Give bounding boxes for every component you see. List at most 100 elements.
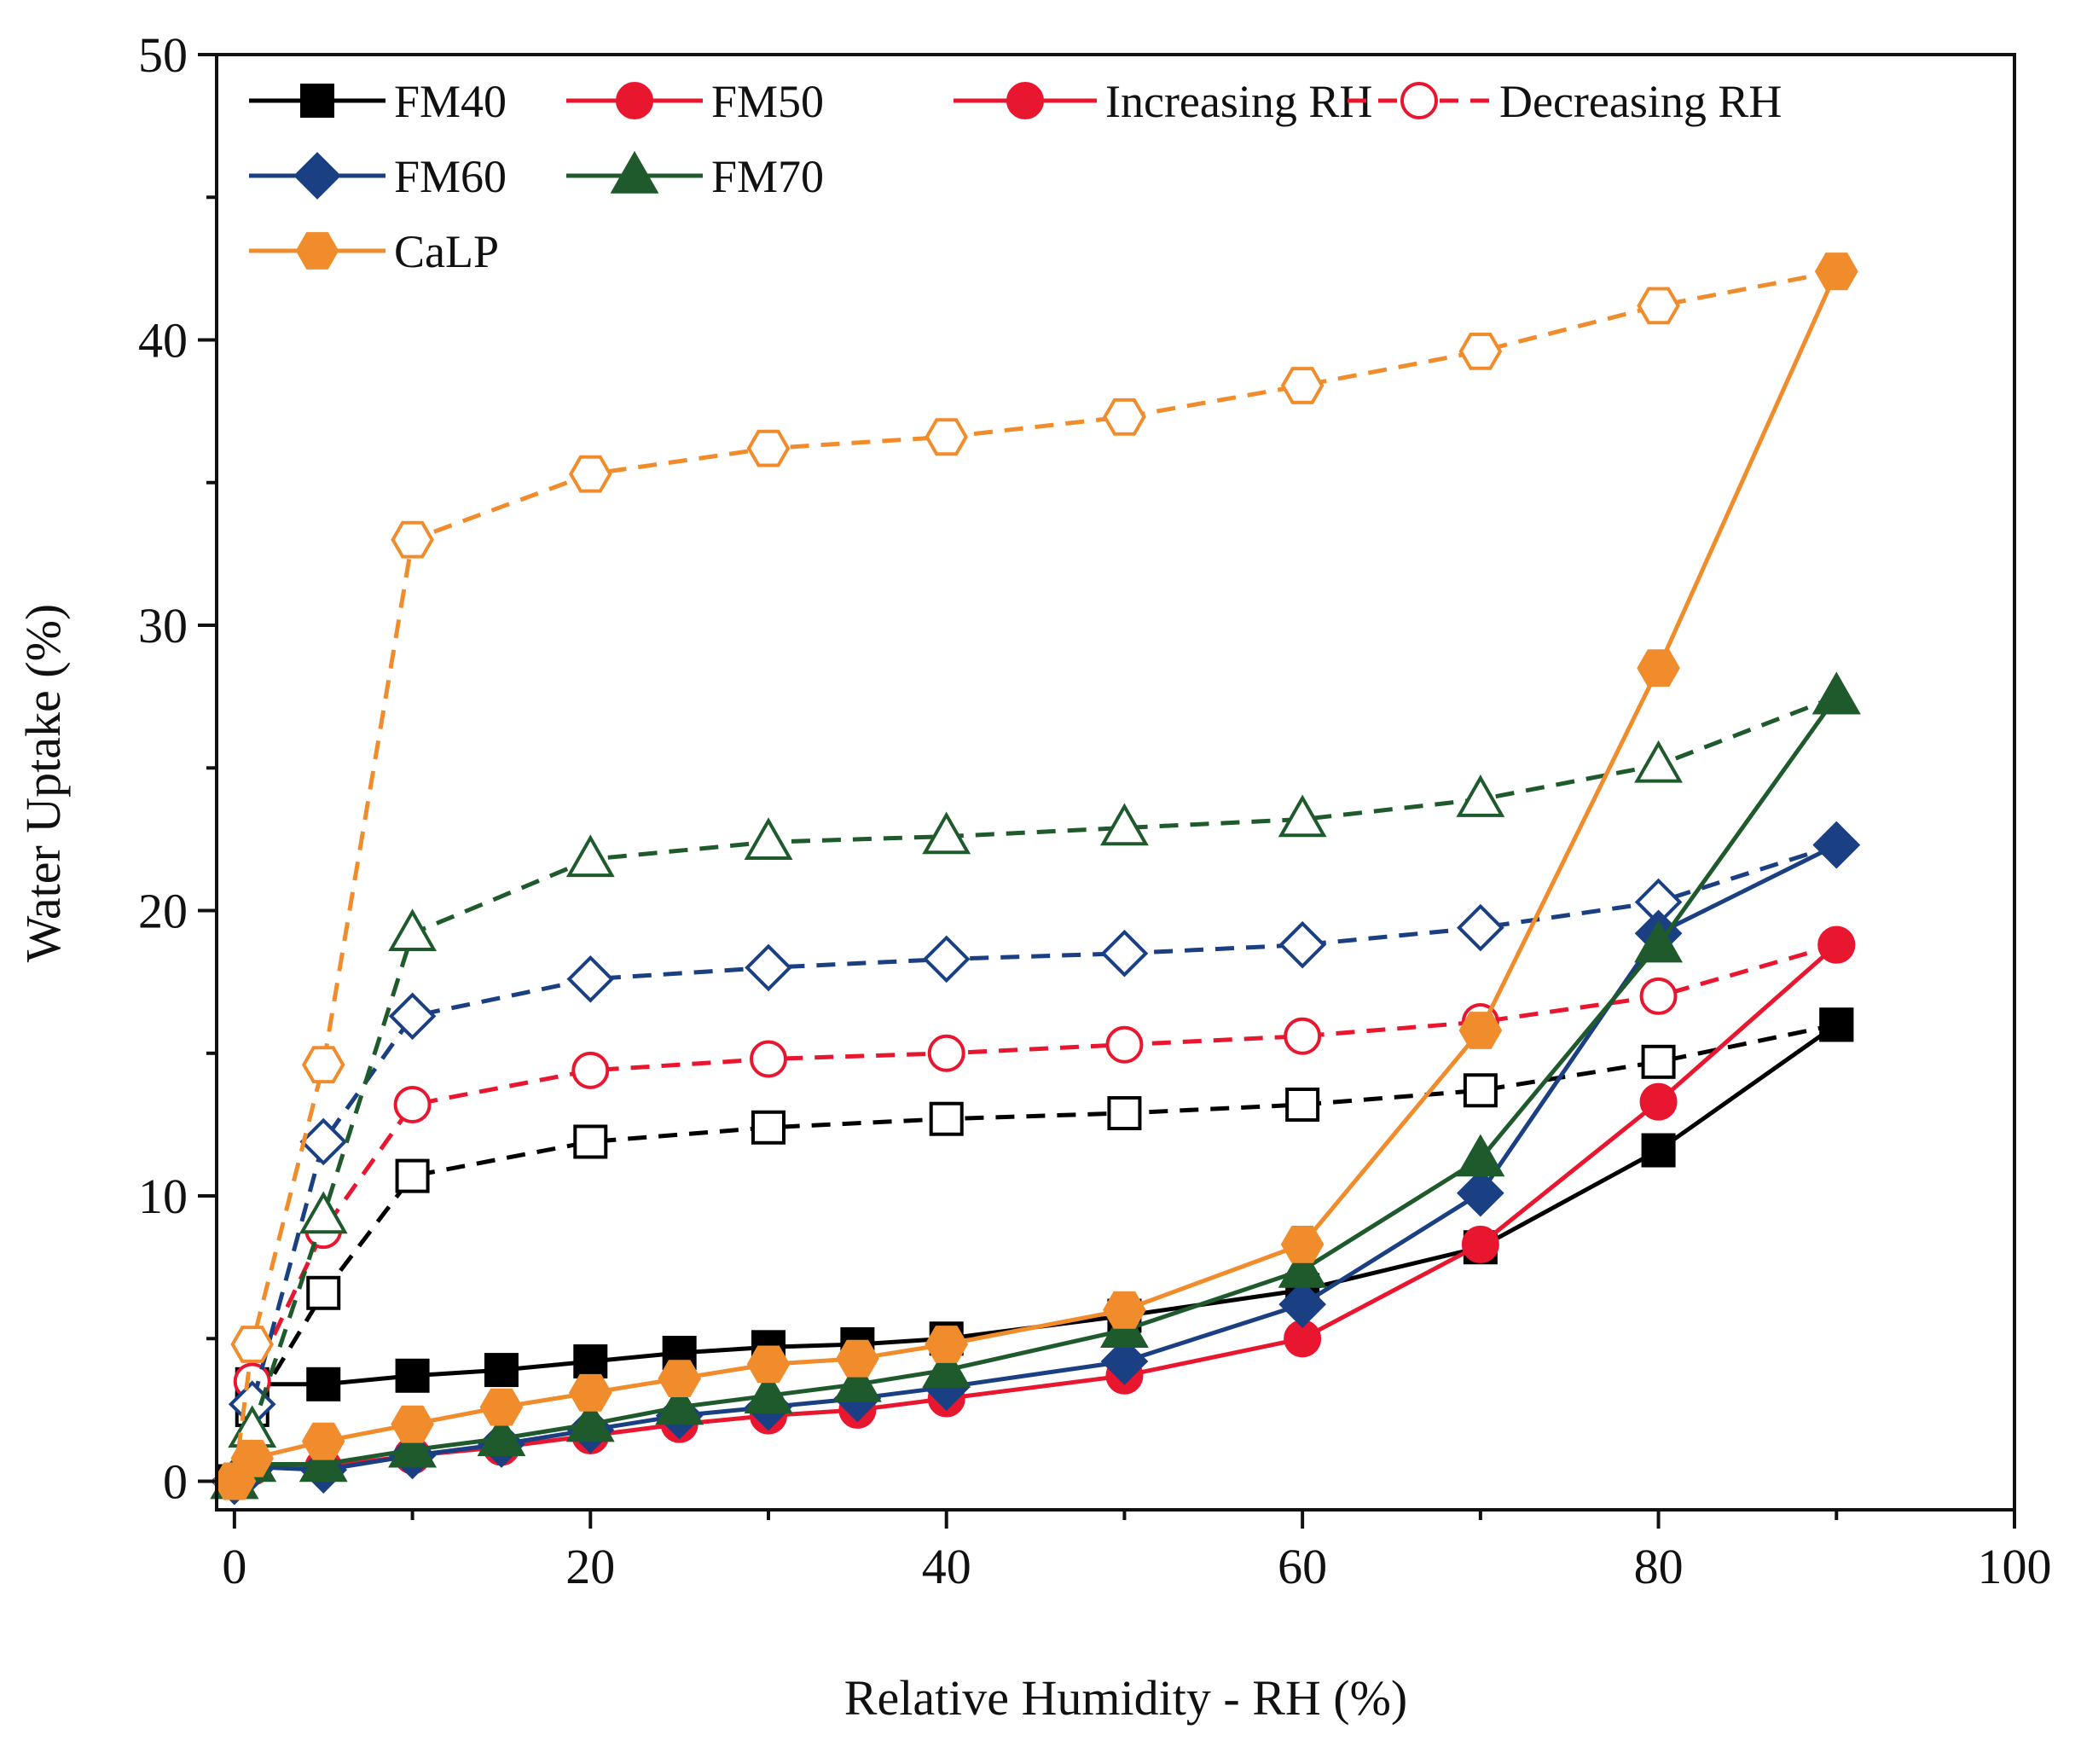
legend-fm40-label: FM40 xyxy=(394,76,507,127)
fm40-increasing-point-2 xyxy=(306,1367,341,1401)
fm50-decreasing-point-8 xyxy=(393,1085,432,1123)
calp-increasing-point-2 xyxy=(301,1422,345,1460)
x-tick-label: 60 xyxy=(1278,1539,1327,1594)
calp-decreasing-point-6 xyxy=(746,429,791,467)
legend-decreasing-marker xyxy=(1400,82,1438,119)
fm50-decreasing-point-4 xyxy=(1105,1025,1144,1064)
fm50-increasing-point-13 xyxy=(1639,1082,1678,1121)
calp-increasing-point-10 xyxy=(1103,1291,1146,1329)
fm70-decreasing-point-5 xyxy=(922,811,971,855)
fm70-increasing-point-2 xyxy=(299,1439,348,1483)
calp-decreasing-point-4 xyxy=(1103,397,1146,436)
fm70-increasing-point-12 xyxy=(1456,1134,1505,1177)
fm70-decreasing-point-7 xyxy=(565,834,615,878)
calp-increasing-point-3 xyxy=(391,1405,434,1443)
fm70-increasing-point-5 xyxy=(565,1399,615,1442)
calp-increasing-point-11 xyxy=(1280,1226,1325,1263)
legend-calp-marker xyxy=(295,232,339,270)
fm60-decreasing-point-6 xyxy=(745,943,792,992)
fm70-decreasing-point-6 xyxy=(744,817,793,860)
fm40-decreasing-point-1 xyxy=(1641,1044,1676,1079)
fm70-decreasing-line xyxy=(232,694,1838,1483)
fm40-increasing-point-14 xyxy=(1819,1007,1854,1042)
calp-decreasing-point-10 xyxy=(230,1326,275,1363)
fm70-increasing-point-14 xyxy=(1811,671,1861,715)
calp-increasing-point-7 xyxy=(746,1345,791,1384)
calp-increasing-point-5 xyxy=(568,1373,612,1412)
calp-increasing-point-4 xyxy=(479,1388,524,1426)
fm50-increasing-point-12 xyxy=(1461,1225,1499,1263)
legend-fm50-label: FM50 xyxy=(711,76,824,127)
axes: 0 20 40 60 80 100 0 10 20 30 40 50 xyxy=(138,27,2052,1594)
fm70-decreasing-point-9 xyxy=(299,1191,348,1234)
fm50-decreasing-point-7 xyxy=(571,1051,610,1089)
fm60-decreasing-line xyxy=(232,843,1838,1483)
fm40-decreasing-point-4 xyxy=(1107,1096,1142,1131)
fm40-increasing-point-4 xyxy=(484,1353,519,1388)
legend-increasing-label: Increasing RH xyxy=(1105,76,1372,127)
calp-increasing-line xyxy=(232,270,1839,1483)
calp-increasing-point-1 xyxy=(230,1439,275,1477)
fm60-increasing-point-14 xyxy=(1812,821,1861,869)
fm70-increasing-point-4 xyxy=(477,1413,526,1457)
calp-increasing-point-14 xyxy=(1814,252,1858,291)
fm40-increasing-point-5 xyxy=(573,1344,608,1379)
fm40-decreasing-point-3 xyxy=(1285,1087,1320,1122)
fm60-increasing-point-10 xyxy=(1100,1338,1149,1385)
calp-decreasing-line xyxy=(232,269,1837,1482)
fm40-decreasing-point-9 xyxy=(306,1275,341,1310)
legend-fm70-marker xyxy=(610,150,659,194)
calp-decreasing-point-9 xyxy=(301,1046,345,1084)
fm70-decreasing-point-8 xyxy=(388,908,438,952)
fm50-increasing-point-14 xyxy=(1817,926,1856,964)
y-tick-label: 40 xyxy=(138,313,188,368)
x-tick-label: 40 xyxy=(922,1539,971,1594)
legend: FM40 FM50 FM60 FM70 CaLP Increasing RH Decreas… xyxy=(249,76,1782,277)
y-axis-title: Water Uptake (%) xyxy=(15,604,71,962)
fm60-decreasing-point-3 xyxy=(1278,920,1326,969)
plot-frame xyxy=(215,53,2016,1512)
fm70-increasing-line xyxy=(233,695,1839,1483)
fm70-decreasing-point-4 xyxy=(1099,803,1149,846)
x-tick-label: 0 xyxy=(222,1539,246,1594)
y-tick-label: 10 xyxy=(138,1169,188,1224)
fm70-increasing-point-6 xyxy=(655,1382,704,1425)
calp-decreasing-point-2 xyxy=(1458,333,1503,370)
fm60-increasing-point-12 xyxy=(1457,1169,1504,1217)
fm70-increasing-point-9 xyxy=(922,1345,971,1388)
fm40-decreasing-point-5 xyxy=(929,1101,964,1136)
fm60-increasing-point-11 xyxy=(1278,1280,1326,1328)
fm70-decreasing-point-1 xyxy=(1634,740,1684,783)
calp-increasing-point-6 xyxy=(658,1360,702,1397)
fm40-increasing-point-13 xyxy=(1641,1133,1676,1168)
y-tick-label: 0 xyxy=(163,1454,188,1510)
fm50-decreasing-point-5 xyxy=(927,1034,965,1072)
fm70-increasing-point-3 xyxy=(388,1425,438,1468)
calp-decreasing-point-7 xyxy=(568,455,612,493)
x-tick-label: 20 xyxy=(565,1539,615,1594)
fm70-increasing-point-13 xyxy=(1634,920,1684,963)
fm70-decreasing-point-3 xyxy=(1278,794,1327,838)
x-tick-label: 100 xyxy=(1978,1539,2052,1594)
calp-decreasing-point-8 xyxy=(391,520,434,559)
fm70-decreasing-point-2 xyxy=(1456,775,1505,817)
fm60-decreasing-point-2 xyxy=(1457,903,1504,952)
fm60-decreasing-point-8 xyxy=(388,992,437,1041)
calp-decreasing-point-3 xyxy=(1280,367,1325,404)
fm60-decreasing-point-5 xyxy=(922,935,971,984)
legend-calp-label: CaLP xyxy=(394,226,499,277)
fm70-increasing-point-11 xyxy=(1278,1245,1327,1288)
legend-decreasing-label: Decreasing RH xyxy=(1499,76,1782,127)
fm40-decreasing-point-6 xyxy=(751,1110,786,1145)
fm70-increasing-point-7 xyxy=(744,1371,793,1413)
legend-increasing-marker xyxy=(1006,82,1044,119)
fm40-decreasing-point-8 xyxy=(395,1158,430,1193)
y-tick-label: 50 xyxy=(138,27,188,83)
fm70-increasing-point-8 xyxy=(832,1359,882,1402)
legend-fm40-marker xyxy=(300,84,334,118)
plot-area xyxy=(210,252,1861,1506)
calp-increasing-point-13 xyxy=(1637,649,1680,688)
fm60-decreasing-point-7 xyxy=(566,955,615,1003)
fm50-decreasing-point-1 xyxy=(1639,977,1678,1015)
